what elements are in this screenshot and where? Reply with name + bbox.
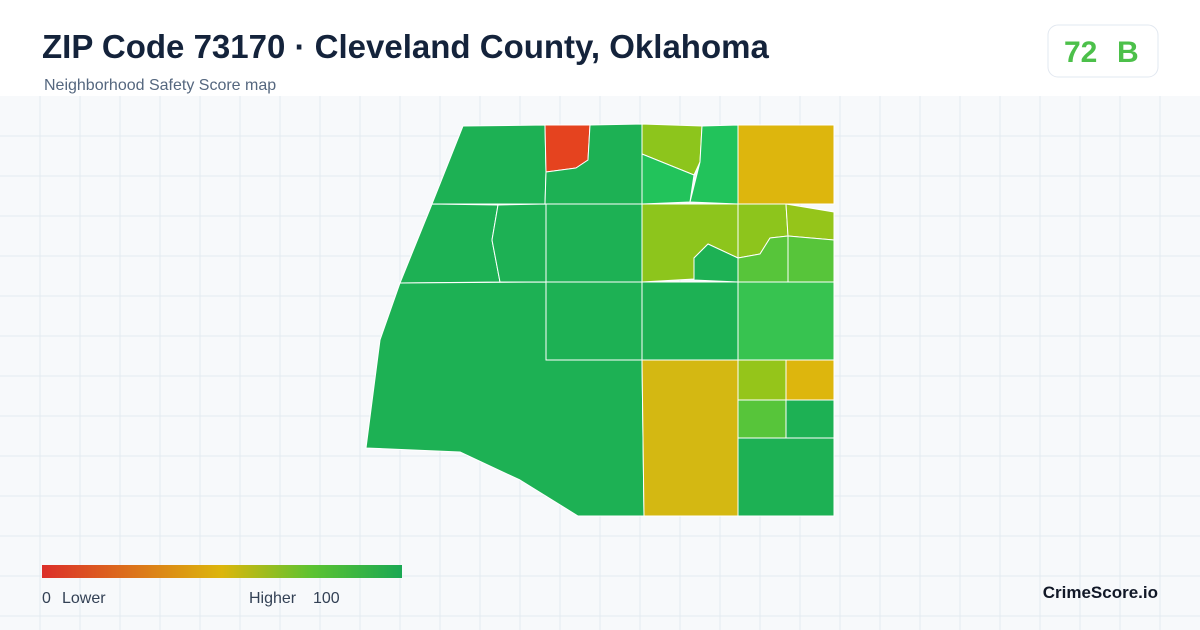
map	[365, 123, 835, 517]
region	[785, 203, 835, 241]
region	[785, 399, 835, 439]
legend-min: 0	[42, 590, 51, 607]
grade: B	[1117, 36, 1139, 69]
region	[737, 359, 787, 401]
region	[491, 203, 547, 283]
legend-max: 100	[313, 590, 340, 607]
region	[737, 437, 835, 517]
region	[689, 124, 739, 205]
region	[641, 123, 703, 176]
score-badge	[1047, 24, 1159, 78]
region	[545, 281, 643, 361]
region	[431, 124, 547, 205]
legend-bar	[42, 565, 402, 578]
region	[641, 281, 739, 361]
legend-max-label: Higher	[249, 590, 297, 607]
region	[641, 359, 739, 517]
region	[737, 399, 787, 439]
region	[737, 281, 835, 361]
subtitle: Neighborhood Safety Score map	[44, 77, 276, 94]
legend-min-label: Lower	[62, 590, 106, 607]
region	[545, 203, 643, 283]
region	[737, 124, 835, 205]
header-bg	[0, 0, 1200, 96]
region	[787, 235, 835, 283]
brand: CrimeScore.io	[1043, 583, 1158, 602]
title: ZIP Code 73170 · Cleveland County, Oklah…	[42, 28, 769, 65]
score: 72	[1064, 36, 1097, 69]
region	[785, 359, 835, 401]
